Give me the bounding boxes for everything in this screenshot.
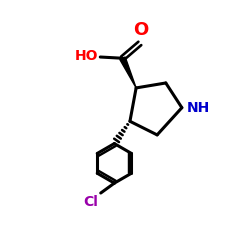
- Text: HO: HO: [75, 49, 98, 63]
- Text: O: O: [134, 21, 149, 39]
- Text: Cl: Cl: [84, 195, 98, 209]
- Polygon shape: [120, 57, 136, 88]
- Text: NH: NH: [186, 101, 210, 115]
